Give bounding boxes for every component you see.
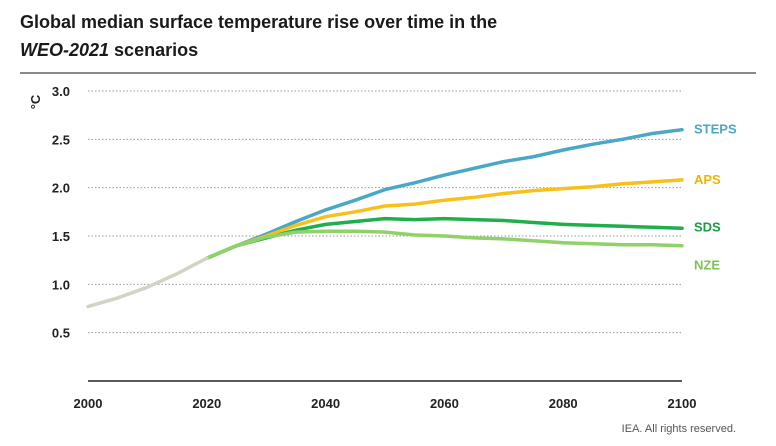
- y-tick-label: 1.5: [52, 229, 70, 244]
- x-tick-label: 2020: [192, 396, 221, 411]
- chart-title-rest: scenarios: [109, 40, 199, 60]
- chart-title-line2: WEO-2021 scenarios: [20, 36, 760, 64]
- x-tick-label: 2080: [549, 396, 578, 411]
- series-label-nze: NZE: [694, 258, 720, 273]
- y-tick-label: 2.0: [52, 181, 70, 196]
- x-tick-label: 2100: [668, 396, 697, 411]
- series-line-aps: [205, 178, 684, 260]
- x-tick-label: 2000: [74, 396, 103, 411]
- series-line-steps: [205, 127, 684, 260]
- series-line-sds: [205, 216, 684, 260]
- chart-title-emphasis: WEO-2021: [20, 40, 110, 60]
- x-tick-label: 2040: [311, 396, 340, 411]
- chart-title: Global median surface temperature rise o…: [20, 8, 760, 64]
- y-tick-label: 3.0: [52, 84, 70, 99]
- series-line-nze: [205, 229, 684, 260]
- x-tick-label: 2060: [430, 396, 459, 411]
- chart-title-line1: Global median surface temperature rise o…: [20, 12, 498, 32]
- copyright-footer: IEA. All rights reserved.: [621, 423, 736, 435]
- series-label-steps: STEPS: [694, 122, 737, 137]
- y-tick-label: 1.0: [52, 277, 70, 292]
- series-label-aps: APS: [694, 172, 721, 187]
- y-axis-label: °C: [28, 94, 43, 109]
- y-tick-label: 2.5: [52, 132, 70, 147]
- title-divider: [20, 72, 756, 74]
- series-line-historical: [86, 256, 209, 309]
- y-tick-label: 0.5: [52, 326, 70, 341]
- series-label-sds: SDS: [694, 219, 721, 234]
